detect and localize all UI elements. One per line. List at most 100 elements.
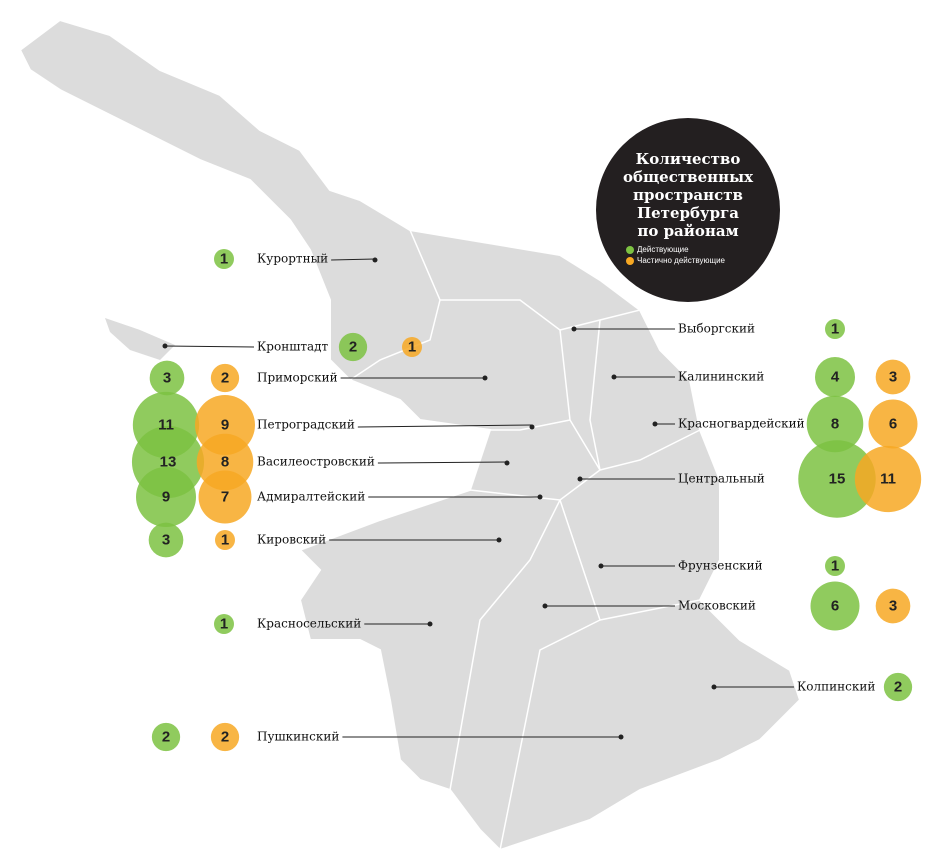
leader-line <box>331 258 376 261</box>
active-bubble <box>825 319 845 339</box>
partial-count: 2 <box>221 729 229 746</box>
partial-count: 11 <box>880 471 896 488</box>
active-bubble <box>136 467 196 527</box>
partial-bubble <box>875 359 911 395</box>
partial-bubble <box>210 722 240 752</box>
active-bubble <box>806 395 864 453</box>
district-label: Петроградский <box>257 418 355 432</box>
district-label: Фрунзенский <box>678 559 763 573</box>
active-count: 1 <box>831 321 839 338</box>
district-dot <box>162 343 168 349</box>
title-line: Петербурга <box>637 204 739 222</box>
partial-count: 6 <box>889 416 897 433</box>
district-dot <box>496 537 502 543</box>
district-dot <box>577 476 583 482</box>
leader-line <box>377 461 508 464</box>
leader-line <box>357 424 533 428</box>
district-dot <box>504 460 510 466</box>
district-dot <box>611 374 617 380</box>
partial-count: 8 <box>221 454 229 471</box>
active-count: 3 <box>163 370 171 387</box>
title-circle <box>596 118 780 302</box>
legend-partial: Частично действующие <box>637 256 726 265</box>
active-count: 1 <box>831 558 839 575</box>
district-dot <box>482 375 488 381</box>
district-label: Колпинский <box>797 680 875 694</box>
partial-bubble <box>868 399 918 449</box>
district-label: Выборгский <box>678 322 755 336</box>
active-bubble <box>151 722 181 752</box>
active-count: 4 <box>831 369 840 386</box>
district-dot <box>598 563 604 569</box>
districts-layer: Курортный 1 Кронштадт 2 1 Приморский 3 2 Петрогр… <box>131 249 922 752</box>
title-line: Количество <box>636 150 741 168</box>
district-dot <box>618 734 624 740</box>
active-bubble <box>214 614 234 634</box>
district-dot <box>372 257 378 263</box>
active-bubble <box>883 672 913 702</box>
partial-bubble <box>215 530 235 550</box>
district-label: Калининский <box>678 370 764 384</box>
active-count: 2 <box>349 339 357 356</box>
district-label: Московский <box>678 599 756 613</box>
active-bubble <box>810 581 860 631</box>
partial-count: 1 <box>221 532 229 549</box>
active-bubble <box>815 357 855 397</box>
active-count: 11 <box>158 417 174 434</box>
labels: Курортный 1 Кронштадт 2 1 Приморский 3 2 Петрогр… <box>158 251 902 746</box>
partial-count: 3 <box>889 369 897 386</box>
partial-bubble <box>402 337 422 357</box>
district-dot <box>711 684 717 690</box>
active-count: 15 <box>829 471 846 488</box>
partial-count: 9 <box>221 417 229 434</box>
active-count: 2 <box>894 679 902 696</box>
district-label: Центральный <box>678 472 765 486</box>
partial-bubble <box>854 445 922 513</box>
legend-swatch-partial <box>626 257 634 265</box>
partial-count: 1 <box>408 339 416 356</box>
city-shape <box>18 18 802 852</box>
active-count: 6 <box>831 598 839 615</box>
active-bubble <box>798 440 876 518</box>
leader-lines <box>162 257 794 740</box>
partial-count: 2 <box>221 370 229 387</box>
active-bubble <box>148 522 184 558</box>
district-dot <box>652 421 658 427</box>
district-label: Приморский <box>257 371 338 385</box>
active-count: 1 <box>220 251 228 268</box>
district-label: Кронштадт <box>257 340 329 354</box>
legend-active: Действующие <box>637 245 689 254</box>
partial-bubble <box>210 363 240 393</box>
active-bubble <box>338 332 368 362</box>
active-bubble <box>214 249 234 269</box>
district-label: Адмиралтейский <box>257 490 365 504</box>
active-bubble <box>825 556 845 576</box>
district-label: Красногвардейский <box>678 417 805 431</box>
active-count: 2 <box>162 729 170 746</box>
active-count: 13 <box>160 454 177 471</box>
district-dot <box>537 494 543 500</box>
district-dot <box>542 603 548 609</box>
active-count: 8 <box>831 416 839 433</box>
active-count: 3 <box>162 532 170 549</box>
leader-line <box>164 345 255 348</box>
active-bubble <box>149 360 185 396</box>
title-line: по районам <box>637 222 738 240</box>
district-borders <box>349 229 701 851</box>
district-label: Кировский <box>257 533 326 547</box>
active-count: 1 <box>220 616 228 633</box>
district-dot <box>571 326 577 332</box>
district-label: Василеостровский <box>257 455 375 469</box>
legend-swatch-active <box>626 246 634 254</box>
partial-count: 3 <box>889 598 897 615</box>
district-dot <box>427 621 433 627</box>
partial-bubble <box>198 470 252 524</box>
district-label: Пушкинский <box>257 730 339 744</box>
active-count: 9 <box>162 489 170 506</box>
title-line: общественных <box>623 168 754 186</box>
island-shape <box>105 318 175 360</box>
district-label: Красносельский <box>257 617 361 631</box>
partial-bubble <box>875 588 911 624</box>
district-dot <box>529 424 535 430</box>
